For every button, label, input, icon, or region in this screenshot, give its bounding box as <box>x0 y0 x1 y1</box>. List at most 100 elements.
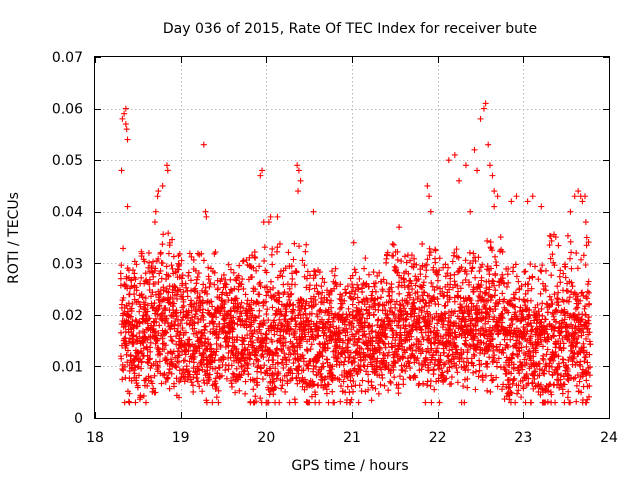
data-point <box>523 330 530 337</box>
data-point <box>344 373 351 380</box>
data-point <box>376 269 383 276</box>
data-point <box>299 352 306 359</box>
data-point <box>264 306 271 313</box>
data-point <box>411 255 418 262</box>
data-point <box>351 355 358 362</box>
data-point <box>190 256 197 263</box>
data-point <box>290 301 297 308</box>
data-point <box>443 375 450 382</box>
data-point <box>183 320 190 327</box>
data-point <box>482 320 489 327</box>
data-point <box>585 314 592 321</box>
data-point <box>586 300 593 307</box>
data-point <box>215 387 222 394</box>
data-point <box>315 290 322 297</box>
data-point <box>140 345 147 352</box>
data-point <box>562 263 569 270</box>
data-point <box>501 336 508 343</box>
data-point <box>505 389 512 396</box>
data-point <box>350 324 357 331</box>
data-point <box>402 368 409 375</box>
data-point <box>188 297 195 304</box>
data-point <box>219 304 226 311</box>
data-point <box>196 383 203 390</box>
data-point <box>566 294 573 301</box>
data-point <box>463 327 470 334</box>
data-point <box>245 371 252 378</box>
data-point <box>223 281 230 288</box>
data-point <box>486 162 493 169</box>
data-point <box>230 343 237 350</box>
data-point <box>435 271 442 278</box>
data-point <box>564 288 571 295</box>
data-point <box>448 374 455 381</box>
data-point <box>564 368 571 375</box>
data-point <box>434 277 441 284</box>
data-point <box>473 317 480 324</box>
data-point <box>301 386 308 393</box>
data-point <box>286 347 293 354</box>
data-point <box>286 330 293 337</box>
data-point <box>568 321 575 328</box>
data-point <box>306 282 313 289</box>
data-point <box>454 379 461 386</box>
data-point <box>452 353 459 360</box>
data-point <box>530 359 537 366</box>
data-point <box>505 381 512 388</box>
data-point <box>202 335 209 342</box>
data-point <box>451 249 458 256</box>
data-point <box>505 265 512 272</box>
data-point <box>576 378 583 385</box>
data-point <box>562 274 569 281</box>
data-point <box>387 379 394 386</box>
data-point <box>477 288 484 295</box>
data-point <box>518 344 525 351</box>
data-point <box>185 272 192 279</box>
data-point <box>423 348 430 355</box>
data-point <box>213 340 220 347</box>
data-point <box>148 268 155 275</box>
data-point <box>175 260 182 267</box>
data-point <box>227 276 234 283</box>
data-point <box>421 289 428 296</box>
data-point <box>537 290 544 297</box>
data-point <box>169 265 176 272</box>
data-point <box>187 277 194 284</box>
data-point <box>383 314 390 321</box>
x-tick-label: 19 <box>172 430 190 446</box>
data-point <box>523 360 530 367</box>
data-point <box>388 296 395 303</box>
data-point <box>512 309 519 316</box>
data-point <box>152 389 159 396</box>
data-point <box>118 262 125 269</box>
data-point <box>440 361 447 368</box>
data-point <box>163 162 170 169</box>
data-point <box>142 295 149 302</box>
data-point <box>321 279 328 286</box>
x-axis-label: GPS time / hours <box>291 458 408 474</box>
data-point <box>362 356 369 363</box>
data-point <box>317 370 324 377</box>
data-point <box>295 364 302 371</box>
data-point <box>405 289 412 296</box>
data-point <box>391 374 398 381</box>
data-point <box>468 300 475 307</box>
data-point <box>188 253 195 260</box>
data-point <box>484 387 491 394</box>
data-point <box>250 386 257 393</box>
data-point <box>176 261 183 268</box>
data-point <box>379 288 386 295</box>
data-point <box>131 370 138 377</box>
data-point <box>440 372 447 379</box>
data-point <box>574 339 581 346</box>
data-point <box>522 268 529 275</box>
data-point <box>441 349 448 356</box>
data-point <box>303 284 310 291</box>
data-point <box>157 351 164 358</box>
data-point <box>246 301 253 308</box>
data-point <box>469 265 476 272</box>
data-point <box>120 294 127 301</box>
data-point <box>229 325 236 332</box>
data-point <box>351 266 358 273</box>
data-point <box>416 305 423 312</box>
